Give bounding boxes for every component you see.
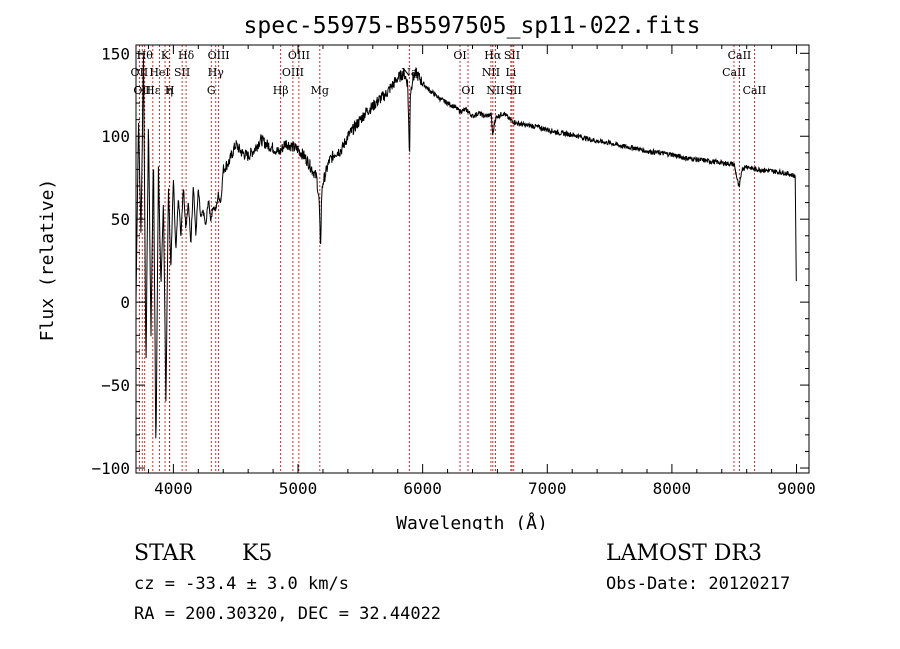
y-tick-label: −50 xyxy=(101,376,130,395)
x-tick-label: 7000 xyxy=(528,479,567,498)
x-tick-label: 9000 xyxy=(777,479,816,498)
spectral-line-label: NII xyxy=(482,66,500,79)
redshift-cz: cz = -33.4 ± 3.0 km/s xyxy=(134,574,349,594)
x-tick-label: 8000 xyxy=(653,479,692,498)
x-tick-label: 6000 xyxy=(403,479,442,498)
spectral-line-label: OI xyxy=(453,49,466,62)
y-tick-label: −100 xyxy=(91,459,130,478)
spectral-line-label: OIII xyxy=(282,66,304,79)
axis-ticks: 4000 5000 6000 7000 8000 9000 −100 −50 0 50 100 150 xyxy=(91,44,815,498)
y-tick-label: 150 xyxy=(101,44,130,63)
x-tick-label: 4000 xyxy=(154,479,193,498)
plot-frame xyxy=(135,44,810,474)
spectral-line-label: Hα xyxy=(484,49,502,62)
spectral-line-label: SII xyxy=(174,66,190,79)
spectral-line-label: CaII xyxy=(743,84,767,97)
spectral-line-label: OI xyxy=(461,84,474,97)
spectral-subclass: K5 xyxy=(242,541,273,566)
ra-dec: RA = 200.30320, DEC = 32.44022 xyxy=(134,604,442,624)
survey-name: LAMOST DR3 xyxy=(606,541,762,566)
spectral-line-label: OII xyxy=(131,66,149,79)
spectral-line-label: SII xyxy=(506,84,522,97)
flux-line xyxy=(135,55,797,439)
spectral-lines: OIIOIIHθHεHeIKHηSIIHδGHγOIIIHβOIIIOIIIMg… xyxy=(131,45,767,473)
y-tick-label: 50 xyxy=(111,210,130,229)
spectral-line-label: η xyxy=(166,84,173,97)
spectral-line-label: HeI xyxy=(149,66,169,79)
spectral-line-label: CaII xyxy=(722,66,746,79)
y-tick-label: 0 xyxy=(120,293,130,312)
x-tick-label: 5000 xyxy=(279,479,318,498)
spectral-line-label: OII xyxy=(133,84,151,97)
spectral-line-label: Hε xyxy=(145,84,161,97)
spectral-line-label: OIII xyxy=(288,49,310,62)
spectral-line-label: OIII xyxy=(208,49,230,62)
chart-title: spec-55975-B5597505_sp11-022.fits xyxy=(244,13,701,39)
spectral-line-label: Mg xyxy=(311,84,329,97)
flux-series xyxy=(135,55,797,439)
spectral-line-label: Hβ xyxy=(273,84,289,97)
spectral-line-label: CaII xyxy=(728,49,752,62)
y-tick-label: 100 xyxy=(101,127,130,146)
y-axis-label: Flux (relative) xyxy=(37,179,58,342)
spectral-line-label: G xyxy=(207,84,216,97)
obs-date: Obs-Date: 20120217 xyxy=(606,574,791,594)
spectral-line-label: Hδ xyxy=(178,49,195,62)
spectral-line-label: Li xyxy=(505,66,516,79)
x-axis-label: Wavelength (Å) xyxy=(396,512,548,530)
spectral-line-label: NII xyxy=(486,84,504,97)
spectral-line-label: Hγ xyxy=(208,66,225,79)
spectral-line-label: Hθ xyxy=(137,49,154,62)
spectrum-chart: spec-55975-B5597505_sp11-022.fits OII OII… xyxy=(37,13,816,530)
spectral-line-label: SII xyxy=(504,49,520,62)
spectral-line-label: K xyxy=(161,49,170,62)
spectral-class: STAR xyxy=(134,541,195,566)
